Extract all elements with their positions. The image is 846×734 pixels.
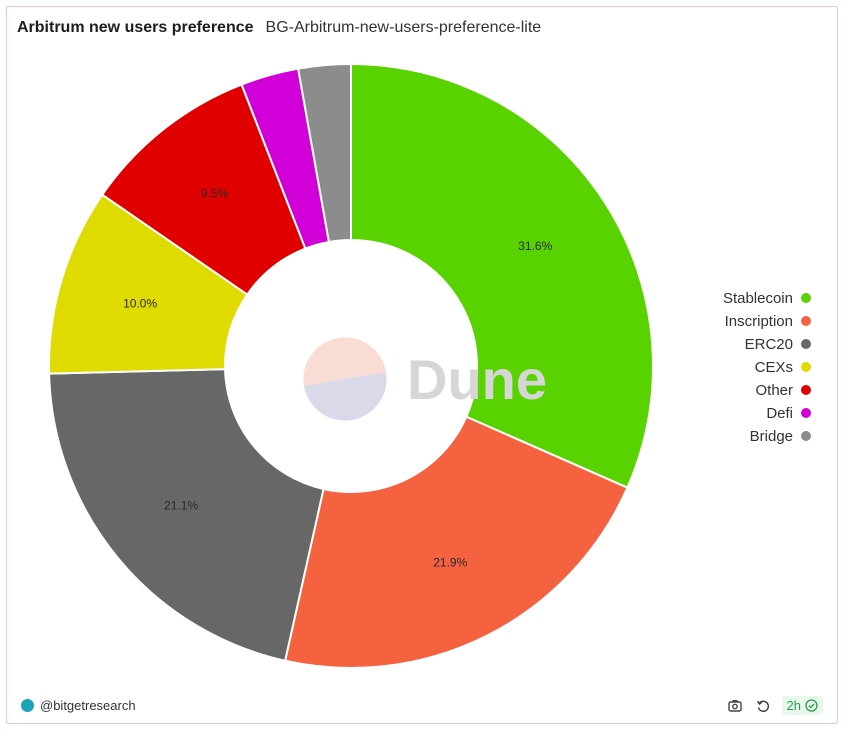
legend-label: CEXs: [754, 358, 793, 376]
data-label-erc20: 21.1%: [164, 499, 198, 513]
dune-watermark: Dune: [407, 348, 547, 411]
legend-item-cexs[interactable]: CEXs: [755, 358, 811, 376]
author-handle: @bitgetresearch: [40, 698, 136, 713]
slice-cexs[interactable]: [48, 193, 249, 375]
chart-title: Arbitrum new users preference: [17, 19, 254, 36]
refresh-status-badge[interactable]: 2h: [781, 696, 823, 715]
legend-swatch: [801, 408, 811, 418]
slice-bridge[interactable]: [296, 62, 352, 244]
legend-swatch: [801, 316, 811, 326]
chart-actions: 2h: [726, 696, 823, 715]
legend-item-erc20[interactable]: ERC20: [745, 335, 811, 353]
legend-item-inscription[interactable]: Inscription: [725, 312, 811, 330]
refresh-age: 2h: [786, 698, 801, 713]
legend-label: Inscription: [724, 312, 793, 330]
chart-header: Arbitrum new users preference BG-Arbitru…: [17, 19, 541, 37]
legend-item-stablecoin[interactable]: Stablecoin: [723, 289, 811, 307]
data-label-cexs: 10.0%: [123, 296, 157, 310]
legend-label: Stablecoin: [722, 289, 793, 307]
legend-label: Defi: [766, 404, 793, 422]
chart-subtitle: BG-Arbitrum-new-users-preference-lite: [265, 19, 542, 36]
data-label-inscription: 21.9%: [433, 555, 467, 569]
donut-chart: 31.6% 21.9% 21.1% 10.0% 9.5% Dune: [48, 62, 654, 669]
legend-swatch: [801, 431, 811, 441]
dune-logo-bottom: [304, 372, 387, 421]
legend-swatch: [801, 339, 811, 349]
refresh-icon[interactable]: [754, 697, 772, 715]
legend-swatch: [801, 385, 811, 395]
legend-label: Other: [755, 381, 793, 399]
legend-swatch: [801, 293, 811, 303]
check-circle-icon: [805, 699, 818, 712]
chart-card: Arbitrum new users preference BG-Arbitru…: [6, 6, 838, 724]
slice-stablecoin[interactable]: [350, 62, 654, 489]
slice-erc20[interactable]: [48, 368, 325, 662]
author-credit[interactable]: @bitgetresearch: [21, 698, 136, 713]
data-label-other: 9.5%: [201, 186, 229, 200]
camera-icon[interactable]: [726, 697, 744, 715]
legend-label: ERC20: [744, 335, 793, 353]
dune-logo-top: [303, 337, 386, 386]
legend-swatch: [801, 362, 811, 372]
legend-item-other[interactable]: Other: [755, 381, 811, 399]
legend-item-defi[interactable]: Defi: [766, 404, 811, 422]
chart-legend: Stablecoin Inscription ERC20 CEXs Other Defi B…: [723, 289, 811, 445]
legend-label: Bridge: [749, 427, 793, 445]
avatar: [21, 699, 34, 712]
slice-inscription[interactable]: [283, 415, 629, 669]
legend-item-bridge[interactable]: Bridge: [750, 427, 811, 445]
data-label-stablecoin: 31.6%: [518, 239, 552, 253]
